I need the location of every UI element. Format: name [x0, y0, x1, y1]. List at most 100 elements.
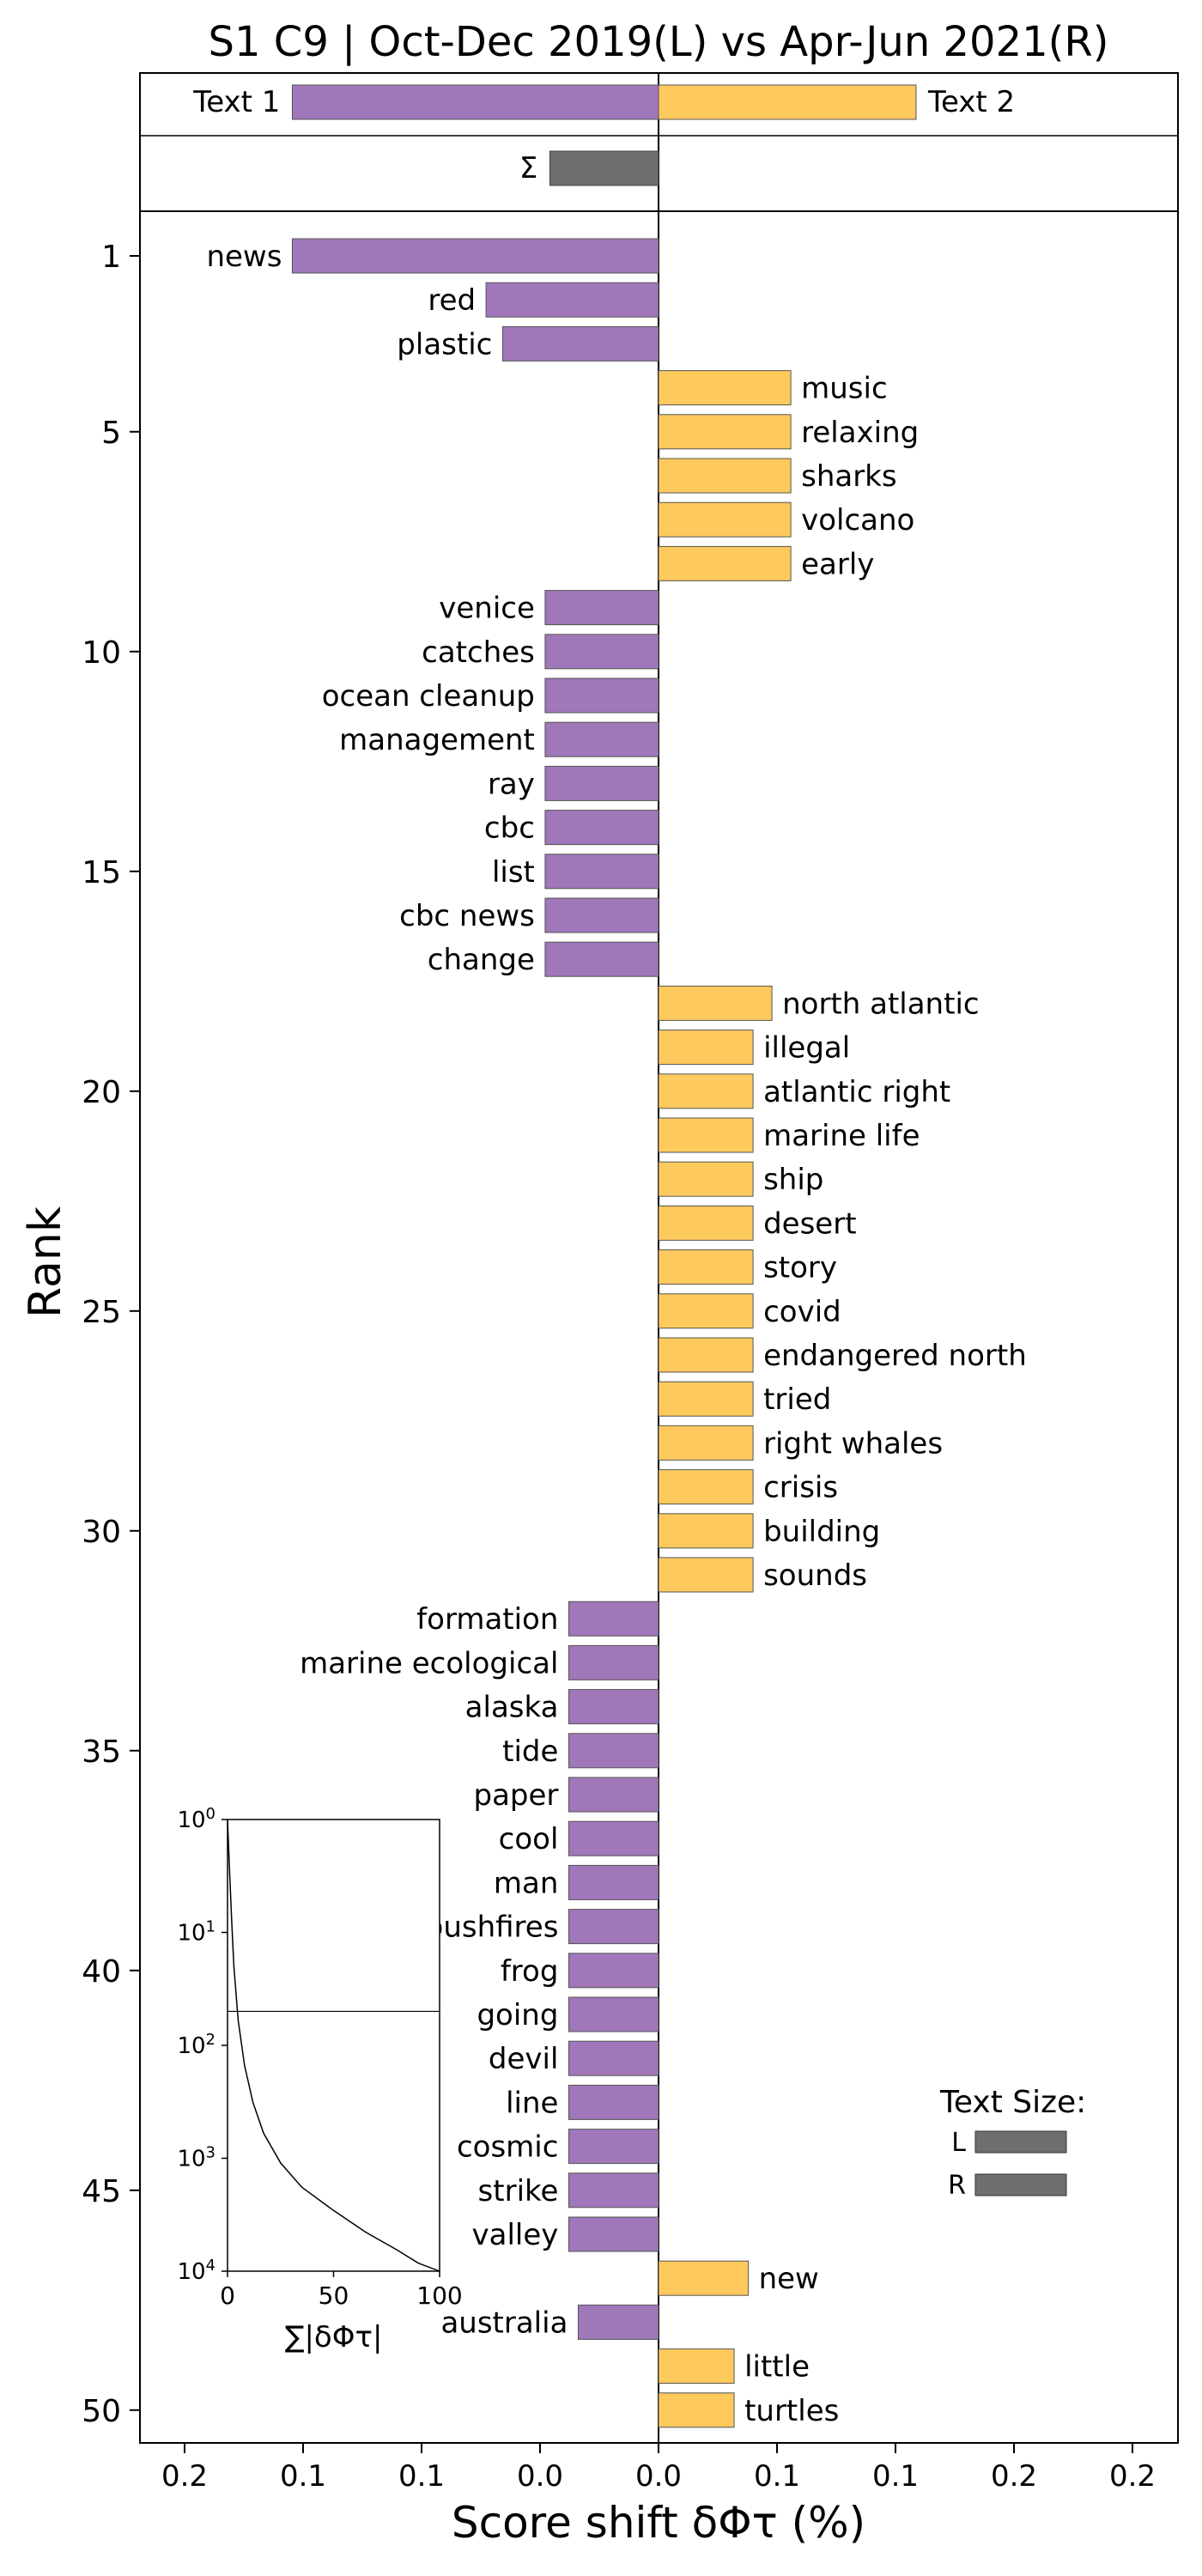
bar-story [658, 1249, 754, 1285]
y-tick-label: 25 [82, 1295, 121, 1330]
bar-label: strike [478, 2174, 559, 2208]
bar-marine-life [658, 1117, 754, 1153]
bar-valley [568, 2216, 659, 2252]
x-tick-label: 0.0 [517, 2459, 563, 2494]
bar-label: north atlantic [782, 987, 979, 1021]
bar-label: list [492, 855, 535, 890]
bar-formation [568, 1601, 659, 1637]
bar-volcano [658, 501, 792, 538]
text-size-legend: Text Size: LR [939, 2085, 1086, 2201]
bar-music [658, 370, 792, 406]
x-tick-label: 0.2 [991, 2459, 1037, 2494]
bar-line [568, 2084, 659, 2120]
bar-covid [658, 1293, 754, 1329]
bar-plastic [501, 325, 659, 361]
bar-label: music [801, 372, 888, 406]
bar-crisis [658, 1469, 754, 1505]
bar-label: frog [501, 1954, 559, 1989]
y-tick-label: 40 [82, 1954, 121, 1990]
bar-management [544, 721, 659, 757]
bar-sharks [658, 458, 792, 494]
inset-cumulative-curve [227, 1819, 440, 2272]
bar-ocean-cleanup [544, 677, 659, 714]
bar-list [544, 854, 659, 890]
bar-label: tide [502, 1735, 558, 1769]
bar-label: turtles [744, 2394, 839, 2428]
inset-x-tick-label: 50 [319, 2281, 349, 2310]
bar-cbc [544, 810, 659, 846]
header-bar-text2 [658, 84, 917, 120]
bar-label: ocean cleanup [322, 679, 535, 714]
bar-relaxing [658, 414, 792, 450]
y-tick-label: 10 [82, 635, 121, 671]
bar-label: crisis [763, 1471, 838, 1505]
bar-label: covid [763, 1295, 841, 1329]
inset-y-tick-label: 104 [177, 2257, 216, 2285]
bar-frog [568, 1953, 659, 1989]
bar-label: valley [472, 2218, 559, 2252]
inset-y-tick-label: 102 [177, 2031, 216, 2059]
bar-label: ship [763, 1163, 823, 1197]
bar-label: building [763, 1515, 880, 1549]
bar-atlantic-right [658, 1073, 754, 1109]
bar-label: atlantic right [763, 1075, 950, 1109]
bar-north-atlantic [658, 985, 773, 1021]
y-tick-label: 35 [82, 1735, 121, 1770]
bar-strike [568, 2172, 659, 2208]
bar-label: endangered north [763, 1339, 1027, 1373]
bar-cbc-news [544, 897, 659, 933]
bar-label: marine life [763, 1119, 920, 1153]
y-tick-label: 15 [82, 855, 121, 890]
bar-red [485, 282, 659, 318]
score-axis: 0.2 0.1 0.1 0.0 0.0 0.1 0.1 0.2 0.2 [161, 2443, 1156, 2494]
y-tick-label: 30 [82, 1515, 121, 1550]
bar-label: paper [474, 1778, 559, 1813]
inset-frame [227, 1819, 440, 2272]
chart-title: S1 C9 | Oct-Dec 2019(L) vs Apr-Jun 2021(… [209, 18, 1109, 66]
y-axis-label: Rank [20, 1206, 71, 1318]
x-tick-label: 0.0 [635, 2459, 682, 2494]
inset-x-tick-label: 0 [220, 2281, 235, 2310]
x-tick-label: 0.2 [1109, 2459, 1156, 2494]
x-axis-label: Score shift δΦτ (%) [452, 2498, 865, 2548]
bar-cool [568, 1820, 659, 1856]
sum-label: Σ [519, 151, 537, 185]
bar-label: alaska [465, 1691, 559, 1725]
bar-label: right whales [763, 1426, 943, 1461]
bar-label: early [801, 547, 874, 581]
bar-news [291, 238, 659, 274]
bar-label: change [428, 943, 535, 977]
bar-alaska [568, 1689, 659, 1725]
legend-size-bar [974, 2173, 1067, 2196]
bar-label: bushfires [425, 1911, 559, 1945]
bar-illegal [658, 1030, 754, 1066]
legend-title: Text Size: [939, 2085, 1086, 2120]
bar-turtles [658, 2392, 735, 2428]
bar-tried [658, 1381, 754, 1417]
bar-label: man [494, 1866, 559, 1900]
bar-label: venice [439, 592, 535, 626]
bar-right-whales [658, 1425, 754, 1461]
x-tick-label: 0.1 [872, 2459, 919, 2494]
y-tick-label: 5 [101, 416, 121, 451]
bar-label: news [206, 240, 282, 274]
bar-bushfires [568, 1909, 659, 1945]
bar-paper [568, 1777, 659, 1813]
sum-bar [549, 150, 659, 186]
bar-series: news red plastic music relaxing sharks volcano… [206, 238, 1027, 2428]
bar-early [658, 545, 792, 581]
bar-building [658, 1513, 754, 1549]
bar-label: management [339, 723, 535, 757]
bar-label: little [744, 2350, 810, 2385]
header-bar-text1 [291, 84, 659, 120]
bar-tide [568, 1733, 659, 1769]
bar-sounds [658, 1557, 754, 1593]
bar-label: devil [489, 2042, 559, 2076]
inset-y-tick-label: 101 [177, 1918, 216, 1947]
bar-cosmic [568, 2129, 659, 2165]
bar-going [568, 1996, 659, 2032]
bar-label: cosmic [457, 2130, 558, 2165]
bar-label: sharks [801, 459, 896, 494]
legend-item-label: R [948, 2171, 966, 2201]
